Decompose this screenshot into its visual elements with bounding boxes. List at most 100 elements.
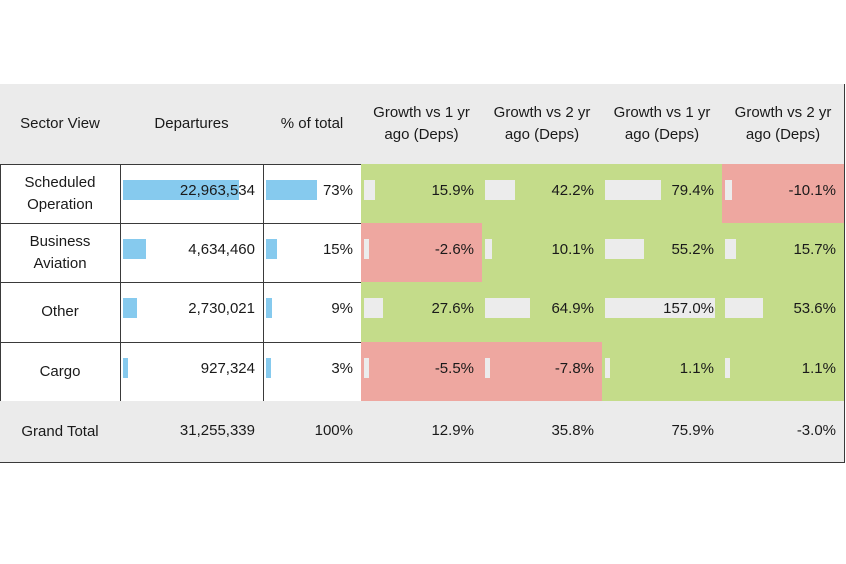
pct-total-value: 3%: [331, 359, 353, 377]
column-header-label: Departures: [154, 115, 229, 132]
column-header: Growth vs 1 yr ago (Deps): [602, 84, 723, 165]
growth-value: 1.1%: [679, 359, 714, 377]
growth-value: 53.6%: [793, 300, 836, 317]
growth-bar: [725, 238, 736, 259]
growth-bar: [364, 179, 376, 200]
growth-cell: 42.2%: [482, 164, 603, 224]
sector-label-cell: Cargo: [0, 342, 121, 402]
grand-total-departures: 31,255,339: [179, 421, 255, 439]
departures-bar: [123, 357, 128, 378]
departures-bar: [123, 179, 239, 200]
departures-cell: 4,634,460: [120, 223, 264, 283]
grand-total-growth: -3.0%: [796, 421, 836, 439]
column-header-label: Growth vs 2 yr ago (Deps): [493, 104, 591, 143]
grand-total-growth-cell: 12.9%: [361, 401, 483, 463]
departures-value: 22,963,534: [179, 181, 255, 199]
growth-bar: [725, 298, 763, 318]
departures-value: 4,634,460: [188, 240, 255, 258]
growth-cell: 53.6%: [722, 282, 845, 343]
growth-bar: [485, 179, 515, 200]
growth-cell: -2.6%: [361, 223, 483, 283]
growth-value: 79.4%: [671, 181, 714, 199]
growth-value: -7.8%: [554, 359, 594, 377]
growth-bar: [485, 357, 491, 378]
growth-cell: 157.0%: [602, 282, 723, 343]
growth-bar: [364, 357, 369, 378]
growth-bar: [605, 298, 715, 318]
column-header: Growth vs 1 yr ago (Deps): [361, 84, 483, 165]
growth-cell: -5.5%: [361, 342, 483, 402]
growth-bar: [605, 357, 610, 378]
pct-total-cell: 9%: [263, 282, 362, 343]
pct-total-bar: [266, 179, 318, 200]
column-header-label: Growth vs 1 yr ago (Deps): [613, 104, 711, 143]
growth-bar: [725, 179, 733, 200]
growth-cell: 79.4%: [602, 164, 723, 224]
grand-total-label: Grand Total: [21, 422, 99, 440]
growth-value: -5.5%: [434, 359, 474, 377]
departures-cell: 2,730,021: [120, 282, 264, 343]
growth-value: -10.1%: [788, 181, 836, 199]
growth-bar: [485, 298, 531, 318]
growth-bar: [605, 238, 644, 259]
growth-value: 42.2%: [551, 181, 594, 199]
growth-value: 64.9%: [551, 300, 594, 317]
grand-total-label-cell: Grand Total: [0, 401, 121, 463]
departures-cell: 927,324: [120, 342, 264, 402]
growth-bar: [605, 179, 661, 200]
sector-label-cell: Other: [0, 282, 121, 343]
growth-cell: 1.1%: [602, 342, 723, 402]
data-table: Sector View Departures % of total Growth vs…: [0, 84, 845, 463]
grand-total-growth-cell: 75.9%: [602, 401, 723, 463]
pct-total-value: 9%: [331, 300, 353, 317]
grand-total-growth-cell: 35.8%: [482, 401, 603, 463]
sector-label-cell: Scheduled Operation: [0, 164, 121, 224]
grand-total-growth: 35.8%: [551, 421, 594, 439]
grand-total-departures-cell: 31,255,339: [120, 401, 264, 463]
pct-total-bar: [266, 298, 273, 318]
sector-label: Other: [41, 303, 79, 320]
growth-cell: 27.6%: [361, 282, 483, 343]
column-header: Growth vs 2 yr ago (Deps): [482, 84, 603, 165]
departures-value: 2,730,021: [188, 300, 255, 317]
growth-value: 27.6%: [431, 300, 474, 317]
growth-value: -2.6%: [434, 240, 474, 258]
growth-cell: 15.9%: [361, 164, 483, 224]
growth-cell: 55.2%: [602, 223, 723, 283]
growth-bar: [485, 238, 493, 259]
grand-total-pct-cell: 100%: [263, 401, 362, 463]
pct-total-bar: [266, 357, 271, 378]
column-header-label: Sector View: [20, 115, 100, 132]
growth-cell: 15.7%: [722, 223, 845, 283]
column-header-label: Growth vs 1 yr ago (Deps): [373, 104, 470, 143]
pct-total-cell: 73%: [263, 164, 362, 224]
column-header: Sector View: [0, 84, 121, 165]
departures-bar: [123, 238, 147, 259]
column-header-label: % of total: [280, 115, 344, 132]
departures-cell: 22,963,534: [120, 164, 264, 224]
growth-cell: 10.1%: [482, 223, 603, 283]
growth-value: 15.9%: [431, 181, 474, 199]
grand-total-growth-cell: -3.0%: [722, 401, 845, 463]
sector-label: Scheduled Operation: [24, 173, 96, 213]
pct-total-value: 73%: [322, 181, 353, 199]
pct-total-bar: [266, 238, 277, 259]
column-header-label: Growth vs 2 yr ago (Deps): [734, 104, 832, 143]
growth-value: 10.1%: [551, 240, 594, 258]
column-header: Growth vs 2 yr ago (Deps): [722, 84, 845, 165]
departures-bar: [123, 298, 137, 318]
growth-cell: 64.9%: [482, 282, 603, 343]
sector-label: Business Aviation: [29, 232, 91, 272]
growth-bar: [725, 357, 730, 378]
departures-value: 927,324: [200, 359, 255, 377]
grand-total-growth: 12.9%: [431, 421, 474, 439]
growth-cell: -7.8%: [482, 342, 603, 402]
growth-cell: -10.1%: [722, 164, 845, 224]
grand-total-growth: 75.9%: [671, 421, 714, 439]
pct-total-cell: 15%: [263, 223, 362, 283]
sector-label-cell: Business Aviation: [0, 223, 121, 283]
grand-total-pct: 100%: [314, 421, 353, 439]
growth-value: 1.1%: [801, 359, 836, 377]
column-header: % of total: [263, 84, 362, 165]
growth-value: 157.0%: [663, 300, 714, 317]
